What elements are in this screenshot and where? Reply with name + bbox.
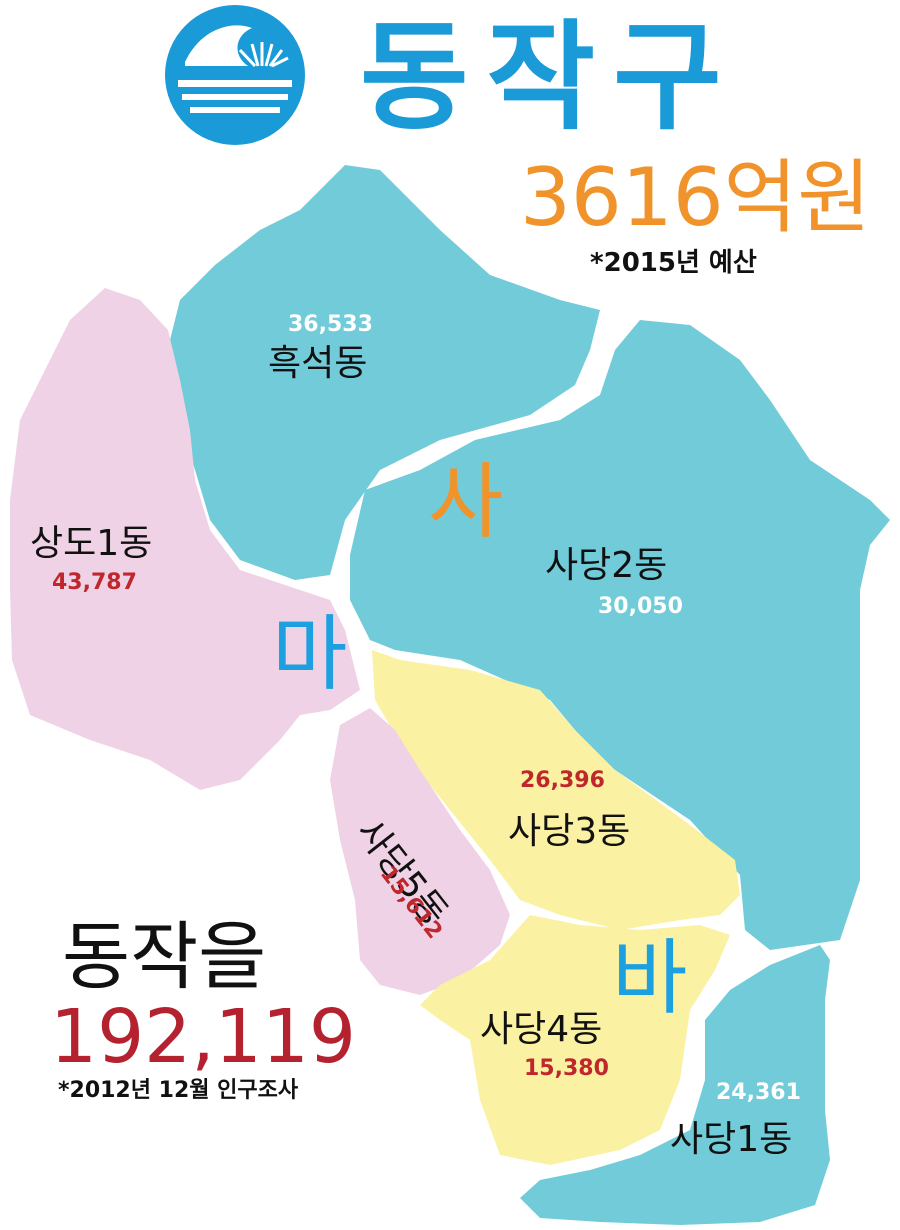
district-sadang3-region[interactable] xyxy=(372,650,740,930)
district-sadang1-label: 사당1동 xyxy=(670,1119,793,1160)
population-note: *2012년 12월 인구조사 xyxy=(58,1078,299,1103)
dongjak-emblem-icon xyxy=(165,5,305,145)
district-sadang3-population: 26,396 xyxy=(520,768,605,793)
district-sangdo1-label: 상도1동 xyxy=(30,523,153,564)
district-sadang2-region[interactable] xyxy=(350,320,890,950)
district-sadang4-label: 사당4동 xyxy=(480,1009,603,1050)
budget-amount: 3616억원 xyxy=(520,151,871,244)
population-total: 192,119 xyxy=(50,994,357,1080)
district-sadang4-population: 15,380 xyxy=(524,1056,609,1081)
district-sadang3-label: 사당3동 xyxy=(508,811,631,852)
zone-label-ma: 마 xyxy=(272,607,348,702)
district-heukseok-region[interactable] xyxy=(165,165,600,580)
district-sadang4-region[interactable] xyxy=(420,915,730,1165)
district-sangdo1-population: 43,787 xyxy=(52,570,137,595)
budget-note: *2015년 예산 xyxy=(590,248,757,278)
zone-label-sa: 사 xyxy=(428,455,504,550)
district-heukseok-population: 36,533 xyxy=(288,312,373,337)
population-heading: 동작을 xyxy=(62,914,267,1000)
district-sadang1-region[interactable] xyxy=(520,945,830,1225)
district-sangdo1-region[interactable] xyxy=(10,288,360,790)
district-sadang2-population: 30,050 xyxy=(598,594,683,619)
zone-label-ba: 바 xyxy=(612,931,688,1026)
district-title: 동작구 xyxy=(360,8,740,146)
district-sadang1-population: 24,361 xyxy=(716,1080,801,1105)
district-sadang2-label: 사당2동 xyxy=(545,545,668,586)
district-sadang5-region[interactable] xyxy=(330,708,510,995)
district-heukseok-label: 흑석동 xyxy=(268,343,368,384)
